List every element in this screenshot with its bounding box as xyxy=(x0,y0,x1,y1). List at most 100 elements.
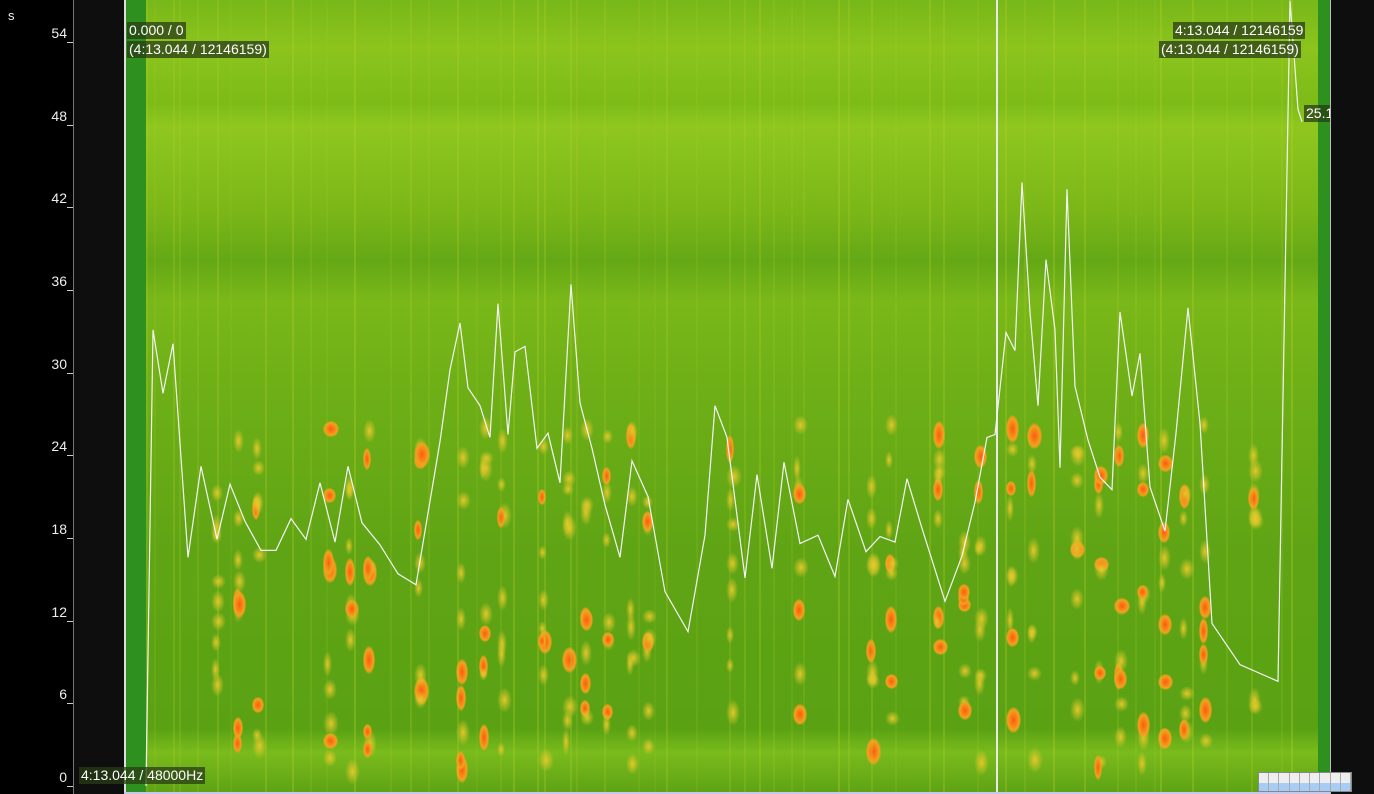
spectral-peak xyxy=(1006,481,1016,496)
spectral-peak xyxy=(1006,441,1020,457)
spectral-peak xyxy=(323,549,335,576)
spectral-peak xyxy=(1093,557,1109,581)
spectral-column xyxy=(178,0,181,792)
spectral-peak xyxy=(344,757,360,785)
spectral-column xyxy=(1116,0,1119,792)
spectral-peak xyxy=(211,632,222,652)
spectral-peak xyxy=(562,727,571,756)
start-duration-label: (4:13.044 / 12146159) xyxy=(127,41,269,58)
spectral-peak xyxy=(323,732,339,750)
spectral-peak xyxy=(537,621,548,637)
spectral-column xyxy=(803,0,806,792)
spectral-peak xyxy=(363,741,373,758)
spectral-peak xyxy=(497,742,506,758)
spectral-column xyxy=(216,0,219,792)
spectral-column xyxy=(894,0,897,792)
spectral-peak xyxy=(537,437,549,455)
spectral-peak xyxy=(537,588,549,612)
spectral-peak xyxy=(1158,454,1173,473)
scale-tick-label: 54 xyxy=(51,24,67,41)
spectral-peak xyxy=(456,446,471,470)
spectral-peak xyxy=(1198,595,1212,619)
spectral-peak xyxy=(625,652,634,677)
spectral-peak xyxy=(323,711,339,737)
spectral-peak xyxy=(974,480,983,504)
spectral-peak xyxy=(793,484,807,505)
spectral-peak xyxy=(1114,597,1130,614)
spectral-peak xyxy=(725,435,735,464)
spectral-peak xyxy=(1158,544,1171,572)
spectral-peak xyxy=(537,633,547,648)
spectral-peak xyxy=(1198,618,1208,645)
spectral-peak xyxy=(537,489,547,505)
spectral-peak xyxy=(1006,414,1020,443)
scale-tick-mark xyxy=(67,786,73,787)
spectral-column xyxy=(354,0,357,792)
spectral-peak xyxy=(1178,557,1195,581)
spectral-peak xyxy=(1093,492,1104,520)
spectral-peak xyxy=(1027,423,1043,450)
spectral-peak xyxy=(865,473,878,499)
spectral-peak xyxy=(725,551,740,575)
spectral-peak xyxy=(958,584,971,600)
spectral-peak xyxy=(865,639,876,664)
spectral-peak xyxy=(497,585,509,612)
spectral-peak xyxy=(1178,509,1189,528)
spectral-column xyxy=(604,0,607,792)
spectral-peak xyxy=(1006,607,1015,635)
spectral-peak xyxy=(414,578,423,598)
spectral-peak xyxy=(725,698,740,727)
spectral-peak xyxy=(211,573,226,590)
spectral-peak xyxy=(363,418,376,443)
spectral-peak xyxy=(232,717,243,740)
value-readout: 25.1 xyxy=(1304,105,1330,122)
spectral-peak xyxy=(323,487,336,503)
spectral-peak xyxy=(497,428,509,454)
spectral-peak xyxy=(1006,707,1021,734)
spectral-column xyxy=(409,0,412,792)
spectral-peak xyxy=(793,414,808,435)
spectral-peak xyxy=(1027,536,1041,565)
spectral-peak xyxy=(602,704,613,720)
spectral-peak xyxy=(456,491,471,510)
spectral-column xyxy=(1290,0,1293,792)
start-time-label: 0.000 / 0 xyxy=(127,22,186,39)
spectrogram-left-edge xyxy=(126,0,146,792)
spectral-peak xyxy=(562,647,578,673)
spectral-peak xyxy=(1137,712,1150,738)
spectral-column xyxy=(309,0,312,792)
spectral-peak xyxy=(602,713,612,737)
playback-cursor[interactable] xyxy=(996,0,998,792)
spectral-peak xyxy=(232,570,246,594)
spectral-column xyxy=(773,0,776,792)
scale-tick-label: 24 xyxy=(51,438,67,455)
spectral-peak xyxy=(252,727,263,742)
spectral-column xyxy=(575,0,578,792)
spectral-peak xyxy=(562,425,573,446)
spectral-peak xyxy=(252,460,266,477)
scale-tick-label: 18 xyxy=(51,520,67,537)
spectral-peak xyxy=(974,444,987,469)
right-panel xyxy=(1330,0,1374,794)
spectral-column xyxy=(870,0,873,792)
spectral-peak xyxy=(725,657,734,674)
spectral-peak xyxy=(1248,513,1264,531)
spectral-peak xyxy=(579,672,591,694)
spectral-peak xyxy=(641,738,655,756)
scale-tick-mark xyxy=(67,703,73,705)
spectral-peak xyxy=(625,419,638,443)
spectral-peak xyxy=(562,710,573,731)
spectrogram-view[interactable] xyxy=(124,0,1330,792)
spectral-peak xyxy=(1248,443,1260,469)
spectral-peak xyxy=(602,612,617,634)
spectral-peak xyxy=(323,421,339,438)
spectral-peak xyxy=(497,686,513,713)
spectral-peak xyxy=(1006,564,1016,588)
scale-tick-mark xyxy=(67,455,73,457)
spectral-peak xyxy=(625,597,636,623)
spectral-peak xyxy=(625,724,638,742)
spectral-peak xyxy=(641,628,658,649)
spectral-column xyxy=(264,0,267,792)
scale-tick-label: 12 xyxy=(51,603,67,620)
zoom-wheel[interactable] xyxy=(1258,772,1352,792)
